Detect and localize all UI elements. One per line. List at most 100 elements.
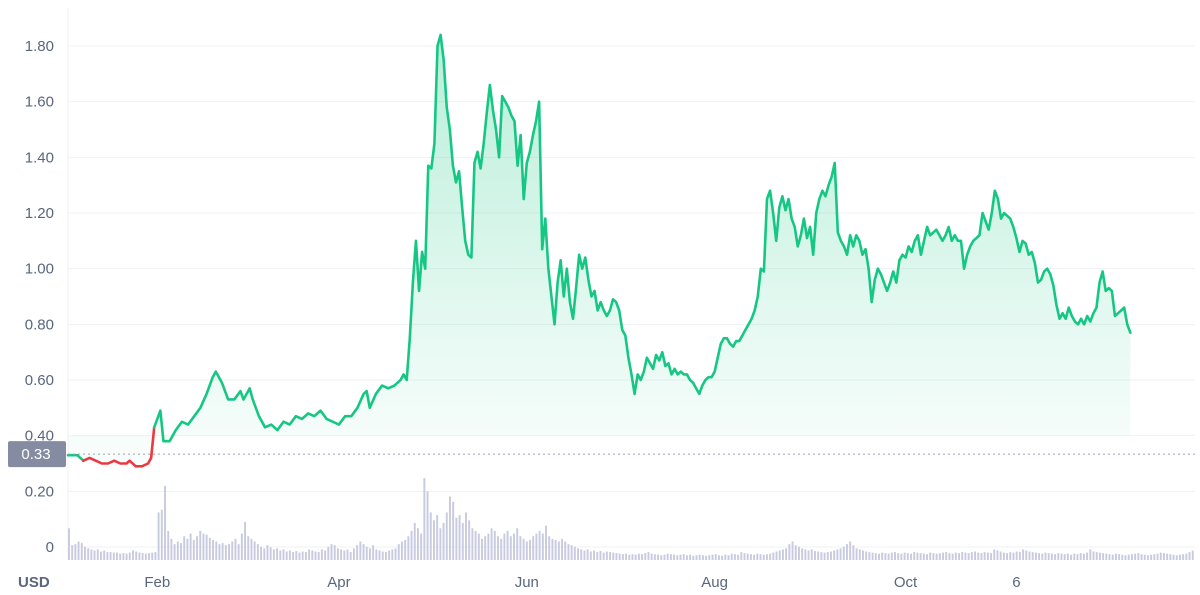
volume-bar <box>336 548 339 560</box>
volume-bar <box>519 536 522 560</box>
volume-bar <box>765 554 768 560</box>
volume-bar <box>1172 554 1175 560</box>
volume-bar <box>637 553 640 560</box>
price-line[interactable] <box>66 33 1132 468</box>
volume-bar <box>615 553 618 560</box>
volume-bar <box>586 549 589 560</box>
volume-bar <box>154 552 157 560</box>
volume-bar <box>580 549 583 560</box>
volume-bar <box>234 538 237 560</box>
volume-bar <box>375 549 378 560</box>
volume-bar <box>119 553 122 560</box>
volume-bar <box>1022 549 1025 560</box>
y-tick-label: 0.20 <box>25 483 54 500</box>
volume-bar <box>416 528 419 560</box>
volume-bar <box>228 544 231 560</box>
volume-bar <box>80 543 83 560</box>
volume-bar <box>288 550 291 560</box>
volume-bar <box>1092 551 1095 560</box>
volume-bar <box>362 544 365 560</box>
volume-bar <box>240 533 243 560</box>
volume-bar <box>529 539 531 560</box>
volume-bar <box>695 555 698 560</box>
volume-bar <box>432 520 435 560</box>
volume-bar <box>865 551 868 560</box>
volume-bar <box>1159 552 1162 560</box>
volume-bar <box>1015 551 1018 560</box>
volume-bar <box>711 554 714 560</box>
volume-bar <box>1012 552 1015 560</box>
volume-bar <box>260 546 263 560</box>
volume-bar <box>849 541 852 560</box>
volume-bar <box>781 549 784 560</box>
volume-bar <box>1031 552 1034 560</box>
volume-bar <box>413 522 416 560</box>
volume-bar <box>1182 554 1185 560</box>
volume-bar <box>721 555 724 560</box>
volume-bar <box>942 552 944 560</box>
y-tick-label: 1.00 <box>25 261 54 278</box>
volume-bar <box>471 528 474 560</box>
volume-bar <box>378 550 381 560</box>
volume-bar <box>906 553 909 560</box>
volume-bar <box>663 554 666 560</box>
volume-bar <box>100 551 102 560</box>
volume-bar <box>746 553 749 560</box>
volume-bar <box>135 551 138 560</box>
volume-bar <box>506 530 509 560</box>
volume-bar <box>983 552 986 560</box>
volume-bar <box>266 545 269 560</box>
volume-bar <box>551 538 554 560</box>
volume-bar <box>1166 553 1169 560</box>
x-tick-label: 6 <box>1012 574 1020 591</box>
volume-bar <box>244 521 247 560</box>
volume-bar <box>541 533 544 560</box>
volume-bar <box>775 551 778 560</box>
y-tick-label: 0.40 <box>25 428 54 445</box>
volume-bar <box>394 548 397 560</box>
volume-bar <box>561 538 563 560</box>
volume-bars <box>68 478 1194 560</box>
x-tick-label: Oct <box>894 574 918 591</box>
volume-bar <box>583 550 586 560</box>
volume-bar <box>593 550 596 560</box>
volume-bar <box>285 551 288 560</box>
volume-bar <box>1054 554 1057 560</box>
volume-bar <box>609 552 612 560</box>
volume-bar <box>1063 554 1066 560</box>
y-tick-label: 1.40 <box>25 149 54 166</box>
volume-bar <box>272 549 275 560</box>
volume-bar <box>871 552 874 560</box>
volume-bar <box>714 554 717 560</box>
volume-bar <box>689 554 692 560</box>
grid-lines <box>67 8 1195 560</box>
volume-bar <box>112 552 115 560</box>
volume-bar <box>1070 554 1073 560</box>
y-axis: 1.80 1.60 1.40 1.20 1.00 0.80 0.60 0.40 0.20 0 <box>25 38 54 556</box>
volume-bar <box>887 553 890 560</box>
volume-bar <box>250 538 253 560</box>
x-tick-label: Feb <box>144 574 170 591</box>
volume-bar <box>1105 553 1108 560</box>
volume-bar <box>916 552 919 560</box>
volume-bar <box>1066 553 1069 560</box>
volume-bar <box>420 533 423 560</box>
volume-bar <box>852 545 855 560</box>
volume-bar <box>103 550 106 560</box>
volume-bar <box>1185 553 1188 560</box>
volume-bar <box>1076 554 1079 560</box>
volume-bar <box>365 546 368 560</box>
volume-bar <box>356 545 359 560</box>
volume-bar <box>465 512 467 560</box>
volume-bar <box>301 551 304 560</box>
volume-bar <box>1162 553 1165 560</box>
volume-bar <box>724 554 727 560</box>
volume-bar <box>1191 550 1194 560</box>
volume-bar <box>791 541 794 560</box>
volume-bar <box>948 553 951 560</box>
volume-bar <box>753 554 756 560</box>
volume-bar <box>756 553 759 560</box>
volume-bar <box>762 554 765 560</box>
